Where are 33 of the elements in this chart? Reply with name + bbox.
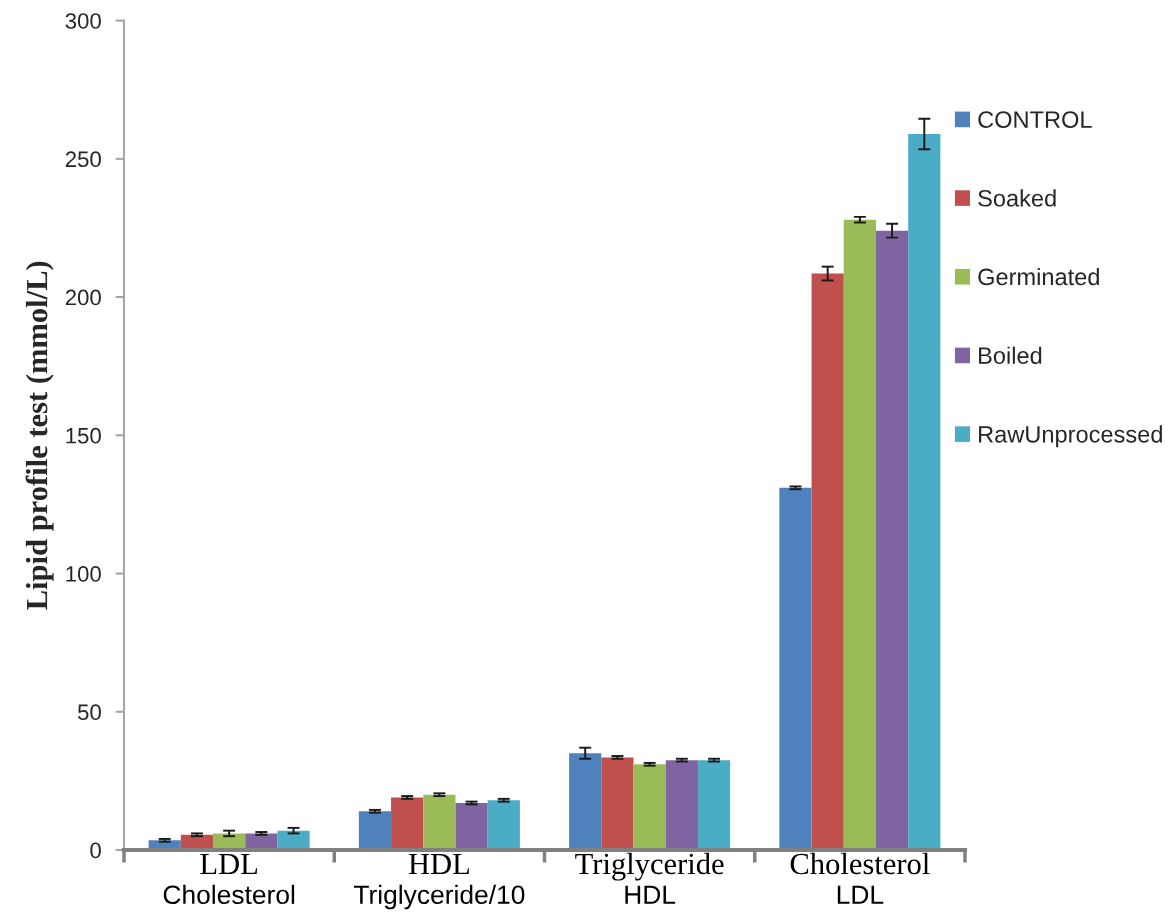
bar: [487, 800, 520, 850]
y-tick-label: 300: [65, 13, 101, 29]
legend-label: RawUnprocessed: [979, 425, 1162, 448]
bar: [665, 760, 698, 850]
bar: [908, 133, 941, 850]
legend-label: Soaked: [978, 189, 1056, 207]
bar: [633, 764, 666, 850]
bar: [697, 760, 731, 850]
bar: [358, 811, 392, 850]
bar: [811, 273, 844, 850]
legend-label: CONTROL: [978, 111, 1092, 128]
y-axis-title: Lipid profile test (mmol/L): [25, 261, 54, 610]
x-tick-label: Triglyceride HDL: [575, 852, 724, 904]
bar: [391, 797, 424, 850]
y-tick-label: 0: [90, 842, 101, 859]
x-tick-label: HDL Triglyceride/10: [353, 853, 525, 910]
bar: [423, 794, 456, 850]
bar: [455, 803, 488, 850]
bar: [277, 830, 310, 850]
y-tick-label: 50: [77, 704, 101, 721]
bar: [569, 753, 602, 850]
y-tick-label: 250: [65, 151, 101, 168]
y-tick-label: 150: [66, 427, 101, 444]
legend-label: Germinated: [978, 267, 1099, 286]
bar: [779, 487, 812, 850]
bar: [843, 219, 876, 850]
legend-label: Boiled: [979, 346, 1042, 364]
x-tick-label: LDL Cholesterol: [163, 853, 295, 905]
bar: [601, 757, 634, 850]
bar: [875, 230, 909, 850]
x-tick-label: Cholesterol LDL: [790, 852, 930, 904]
y-tick-label: 100: [66, 566, 101, 582]
y-tick-label: 200: [65, 289, 101, 306]
